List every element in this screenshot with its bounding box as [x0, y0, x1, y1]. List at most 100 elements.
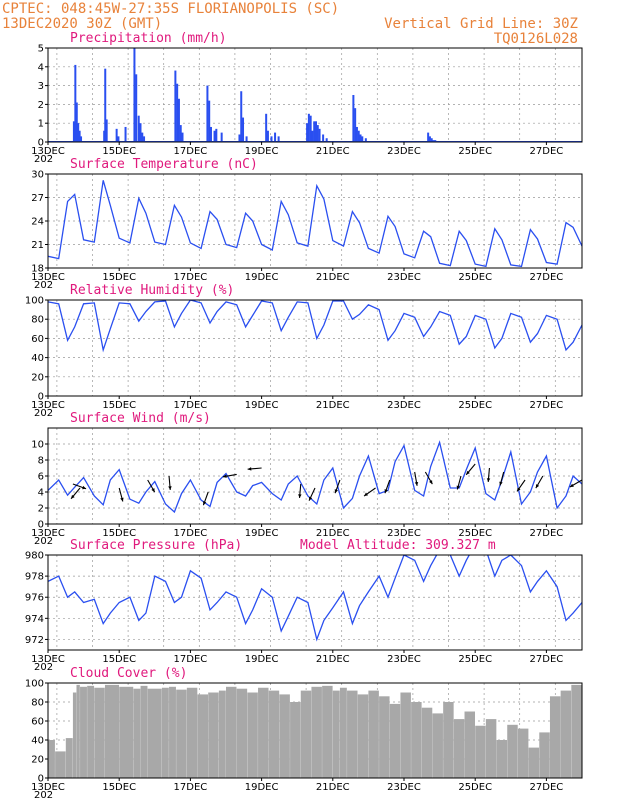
cloud-bar — [119, 686, 134, 778]
precip-bar — [240, 91, 243, 142]
cloud-bar — [485, 719, 497, 778]
precip-bar — [74, 64, 77, 142]
precip-bar — [266, 130, 269, 142]
y-tick-label: 60 — [31, 334, 44, 345]
precip-bar — [72, 121, 75, 142]
wind-arrowhead — [151, 488, 155, 493]
y-tick-label: 6 — [38, 472, 44, 483]
x-tick-label: 25DEC — [458, 654, 492, 665]
cloud-bar — [94, 687, 105, 778]
x-tick-label: 23DEC — [387, 528, 421, 539]
x-year-label: 202 — [34, 408, 53, 419]
x-tick-label: 13DEC — [31, 782, 65, 793]
x-year-label: 202 — [34, 662, 53, 673]
y-tick-label: 974 — [25, 614, 44, 625]
cloud-bar — [517, 728, 529, 778]
x-year-label: 202 — [34, 790, 53, 800]
precip-bar — [104, 68, 107, 142]
y-tick-label: 3 — [38, 81, 44, 92]
y-tick-label: 10 — [31, 440, 44, 451]
x-tick-label: 27DEC — [530, 272, 564, 283]
cloud-bar — [76, 684, 80, 778]
x-tick-label: 19DEC — [245, 400, 279, 411]
wind-arrowhead — [582, 483, 586, 486]
cloud-bar — [247, 692, 258, 778]
panel-title-wind: Surface Wind (m/s) — [70, 411, 211, 426]
cloud-bar — [258, 687, 269, 778]
header-station: CPTEC: 048:45W-27:35S FLORIANOPOLIS (SC) — [2, 1, 339, 17]
y-tick-label: 0 — [38, 392, 44, 403]
x-year-label: 202 — [34, 280, 53, 291]
x-year-label: 202 — [34, 536, 53, 547]
panel-title-rh: Relative Humidity (%) — [70, 283, 234, 298]
wind-arrowhead — [486, 478, 491, 482]
precip-bar — [352, 95, 355, 142]
precip-bar — [176, 83, 179, 142]
x-tick-label: 27DEC — [530, 146, 564, 157]
x-tick-label: 13DEC — [31, 272, 65, 283]
y-tick-label: 20 — [31, 755, 44, 766]
x-tick-label: 25DEC — [458, 528, 492, 539]
cloud-bar — [496, 740, 508, 778]
cloud-bar — [55, 751, 66, 778]
precip-bar — [179, 125, 182, 142]
panel-title-temp: Surface Temperature (nC) — [70, 157, 258, 172]
wind-arrowhead — [466, 470, 470, 475]
precip-bar — [316, 125, 319, 142]
y-tick-label: 1 — [38, 119, 44, 130]
precip-bar — [115, 128, 118, 142]
precip-bar — [270, 136, 273, 142]
precip-bar — [242, 117, 245, 142]
y-tick-label: 60 — [31, 717, 44, 728]
wind-arrowhead — [364, 492, 369, 497]
cloud-bar — [87, 685, 95, 778]
y-tick-label: 27 — [31, 193, 44, 204]
wind-arrowhead — [334, 489, 338, 494]
precip-bar — [135, 74, 138, 142]
x-tick-label: 19DEC — [245, 272, 279, 283]
cloud-bar — [208, 692, 219, 778]
precip-bar — [139, 123, 142, 142]
precip-bar — [215, 128, 218, 142]
precip-bar — [364, 138, 367, 142]
cloud-bar — [311, 686, 322, 778]
precip-bar — [133, 48, 136, 142]
cloud-bar — [432, 713, 443, 778]
model-altitude-label: Model Altitude: 309.327 m — [300, 538, 496, 553]
x-tick-label: 15DEC — [102, 272, 136, 283]
cloud-bar — [147, 688, 162, 778]
wind-arrowhead — [600, 482, 604, 485]
cloud-bar — [571, 684, 582, 778]
cloud-bar — [236, 688, 248, 778]
y-tick-label: 980 — [25, 551, 44, 562]
x-tick-label: 21DEC — [316, 400, 350, 411]
cloud-bar — [549, 696, 561, 778]
y-tick-label: 0 — [38, 138, 44, 149]
y-tick-label: 30 — [31, 170, 44, 181]
y-tick-label: 40 — [31, 736, 44, 747]
precip-bar — [277, 136, 280, 142]
x-tick-label: 19DEC — [245, 654, 279, 665]
x-year-label: 202 — [34, 154, 53, 165]
precip-bar — [318, 128, 321, 142]
precip-bar — [265, 113, 268, 142]
wind-arrowhead — [429, 480, 433, 485]
cloud-bar — [72, 692, 77, 778]
y-tick-label: 0 — [38, 774, 44, 785]
precip-bar — [325, 138, 328, 142]
wind-arrowhead — [517, 487, 521, 492]
y-tick-label: 976 — [25, 593, 44, 604]
header-run-time: 13DEC2020 30Z (GMT) — [2, 16, 162, 32]
precip-bar — [80, 136, 83, 142]
precip-bar — [306, 123, 309, 142]
cloud-bar — [268, 690, 280, 778]
x-tick-label: 27DEC — [530, 654, 564, 665]
cloud-bar — [560, 690, 572, 778]
precip-bar — [427, 132, 430, 142]
wind-arrowhead — [309, 496, 313, 501]
x-tick-label: 19DEC — [245, 782, 279, 793]
cloud-bar — [357, 694, 369, 778]
precip-bar — [213, 130, 216, 142]
cloud-bar — [80, 686, 87, 778]
cloud-bar — [443, 702, 454, 778]
